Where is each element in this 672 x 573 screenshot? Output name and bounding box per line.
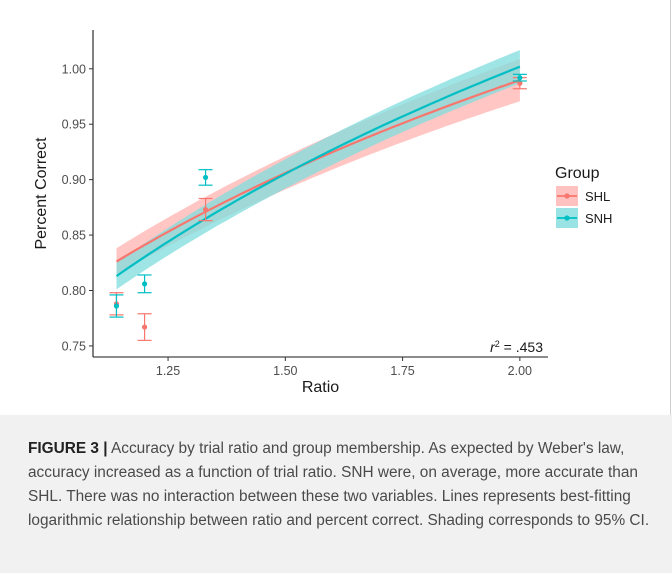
figure-label: FIGURE 3 | (28, 440, 108, 457)
y-tick-label: 0.75 (62, 339, 86, 353)
figure-caption: FIGURE 3 | Accuracy by trial ratio and g… (28, 437, 658, 533)
ci-bands (116, 50, 520, 290)
legend-item-shl: SHL (556, 186, 610, 206)
data-points (109, 73, 527, 341)
y-axis-title: Percent Correct (33, 137, 50, 250)
marker-shl (517, 80, 523, 86)
x-tick-label: 1.25 (156, 364, 180, 378)
marker-snh (202, 174, 209, 181)
legend-label-shl: SHL (585, 189, 610, 204)
marker-shl (141, 324, 148, 330)
marker-snh (517, 75, 523, 81)
marker-snh (141, 281, 148, 287)
y-tick-label: 0.80 (62, 284, 86, 298)
axes: 0.75 0.80 0.85 0.90 0.95 1.00 1.25 1.50 1.75 2.00 (62, 30, 548, 378)
y-tick-label: 1.00 (62, 62, 86, 76)
legend-label-snh: SNH (585, 211, 612, 226)
y-tick-label: 0.85 (62, 229, 86, 243)
caption-box (0, 415, 672, 573)
x-axis-title: Ratio (302, 379, 339, 396)
point-shl (198, 197, 213, 222)
caption-text: Accuracy by trial ratio and group member… (28, 440, 650, 529)
point-snh (512, 73, 527, 82)
legend-key-marker-shl (564, 193, 570, 199)
legend-item-snh: SNH (556, 208, 612, 228)
r-squared-symbol: r (490, 339, 496, 355)
r-squared-annotation: r2 = .453 (490, 339, 543, 355)
fit-line-shl (115, 79, 521, 263)
marker-shl (202, 206, 209, 213)
legend: Group SHL SNH (555, 165, 612, 228)
fit-line-snh (115, 65, 521, 278)
r-squared-exponent: 2 (495, 339, 500, 349)
legend-key-marker-snh (564, 215, 570, 221)
point-snh (109, 294, 124, 318)
x-tick-label: 2.00 (508, 364, 532, 378)
ci-band-snh (116, 50, 520, 290)
x-tick-label: 1.75 (390, 364, 414, 378)
point-snh (198, 169, 213, 186)
legend-title: Group (555, 165, 600, 182)
r-squared-value: = .453 (500, 339, 543, 355)
x-tick-label: 1.50 (273, 364, 297, 378)
fit-lines (115, 65, 521, 278)
point-snh (137, 274, 152, 294)
y-tick-label: 0.95 (62, 118, 86, 132)
figure-chart: 0.75 0.80 0.85 0.90 0.95 1.00 1.25 1.50 1.75 2.00… (33, 30, 612, 396)
point-shl (137, 313, 152, 341)
marker-snh (113, 303, 120, 309)
y-tick-label: 0.90 (62, 173, 86, 187)
